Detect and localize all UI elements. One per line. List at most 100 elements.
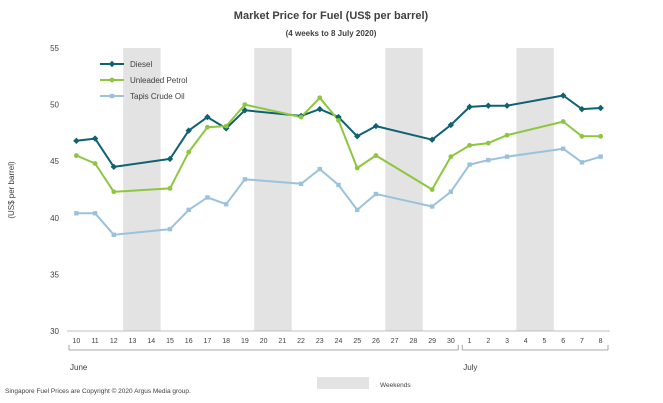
data-point — [467, 162, 471, 166]
x-tick-label: 27 — [391, 338, 399, 345]
weekends-legend-label: Weekends — [380, 382, 411, 389]
weekend-band — [254, 48, 291, 331]
x-tick-label: 29 — [428, 338, 436, 345]
data-point — [561, 119, 566, 124]
data-point — [243, 177, 247, 181]
x-tick-label: 14 — [147, 338, 155, 345]
legend: Diesel Unleaded Petrol Tapis Crude Oil — [100, 60, 188, 101]
data-point — [93, 161, 98, 166]
chart: 303540455055 10 11 12 13 14 15 16 17 18 19 20 21 22 2… — [0, 0, 663, 403]
data-point — [224, 124, 229, 129]
x-tick-label: 17 — [204, 338, 212, 345]
x-tick-label: 16 — [185, 338, 193, 345]
data-point — [318, 167, 322, 171]
x-tick-label: 19 — [241, 338, 249, 345]
y-tick-label: 55 — [50, 44, 59, 53]
data-point — [186, 150, 191, 155]
data-point — [598, 134, 603, 139]
data-point — [74, 153, 79, 158]
data-point — [299, 182, 303, 186]
x-tick-label: 26 — [372, 338, 380, 345]
data-point — [580, 134, 585, 139]
data-point — [317, 106, 323, 112]
data-point — [374, 192, 378, 196]
x-tick-label: 2 — [486, 338, 490, 345]
month-labels: June July — [69, 345, 608, 372]
y-tick-label: 40 — [50, 214, 59, 223]
x-tick-label: 25 — [353, 338, 361, 345]
legend-label: Unleaded Petrol — [130, 76, 188, 85]
data-point — [205, 125, 210, 130]
data-point — [355, 166, 360, 171]
month-label: June — [70, 363, 88, 372]
x-tick-label: 7 — [580, 338, 584, 345]
legend-marker — [109, 61, 115, 67]
y-axis-label: (US$ per barrel) — [7, 161, 16, 219]
data-point — [336, 118, 341, 123]
x-ticks: 10 11 12 13 14 15 16 17 18 19 20 21 22 23 24 25 26 27 28 29… — [72, 338, 602, 345]
x-tick-label: 20 — [260, 338, 268, 345]
data-point — [504, 103, 510, 109]
y-ticks: 30 35 40 45 50 55 — [50, 44, 59, 336]
data-point — [187, 208, 191, 212]
data-point — [486, 141, 491, 146]
data-point — [430, 187, 435, 192]
data-point — [93, 211, 97, 215]
data-point — [205, 195, 209, 199]
legend-marker — [110, 94, 114, 98]
month-label: July — [463, 363, 477, 372]
x-tick-label: 4 — [524, 338, 528, 345]
chart-subtitle: (4 weeks to 8 July 2020) — [286, 29, 377, 38]
x-tick-label: 13 — [129, 338, 137, 345]
data-point — [505, 154, 509, 158]
data-point — [168, 227, 172, 231]
weekends-legend-swatch — [317, 377, 369, 389]
weekend-bands — [123, 48, 554, 331]
data-point — [317, 95, 322, 100]
data-point — [111, 189, 116, 194]
data-point — [505, 133, 510, 138]
data-point — [374, 153, 379, 158]
data-point — [485, 103, 491, 109]
data-point — [242, 102, 247, 107]
x-tick-label: 28 — [409, 338, 417, 345]
data-point — [580, 160, 584, 164]
x-tick-label: 21 — [278, 338, 286, 345]
data-point — [486, 158, 490, 162]
x-tick-label: 12 — [110, 338, 118, 345]
data-point — [597, 105, 603, 111]
x-tick-label: 3 — [505, 338, 509, 345]
data-point — [336, 183, 340, 187]
data-point — [448, 154, 453, 159]
data-point — [112, 233, 116, 237]
legend-label: Tapis Crude Oil — [130, 92, 185, 101]
legend-label: Diesel — [130, 60, 152, 69]
x-tick-label: 18 — [222, 338, 230, 345]
x-tick-label: 22 — [297, 338, 305, 345]
x-tick-label: 30 — [447, 338, 455, 345]
x-tick-label: 24 — [335, 338, 343, 345]
data-point — [168, 186, 173, 191]
weekend-band — [516, 48, 553, 331]
x-tick-label: 15 — [166, 338, 174, 345]
data-point — [224, 202, 228, 206]
y-tick-label: 45 — [50, 157, 59, 166]
data-point — [467, 143, 472, 148]
data-point — [598, 154, 602, 158]
data-point — [299, 115, 304, 120]
data-point — [355, 208, 359, 212]
x-tick-label: 10 — [72, 338, 80, 345]
weekend-band — [385, 48, 422, 331]
x-tick-label: 8 — [599, 338, 603, 345]
copyright-footer: Singapore Fuel Prices are Copyright © 20… — [5, 387, 191, 395]
x-tick-label: 6 — [561, 338, 565, 345]
x-tick-label: 1 — [468, 338, 472, 345]
y-tick-label: 35 — [50, 270, 59, 279]
data-point — [430, 204, 434, 208]
x-tick-label: 23 — [316, 338, 324, 345]
legend-marker — [110, 78, 115, 83]
data-point — [449, 190, 453, 194]
data-point — [561, 147, 565, 151]
data-point — [73, 138, 79, 144]
chart-title: Market Price for Fuel (US$ per barrel) — [234, 10, 429, 22]
